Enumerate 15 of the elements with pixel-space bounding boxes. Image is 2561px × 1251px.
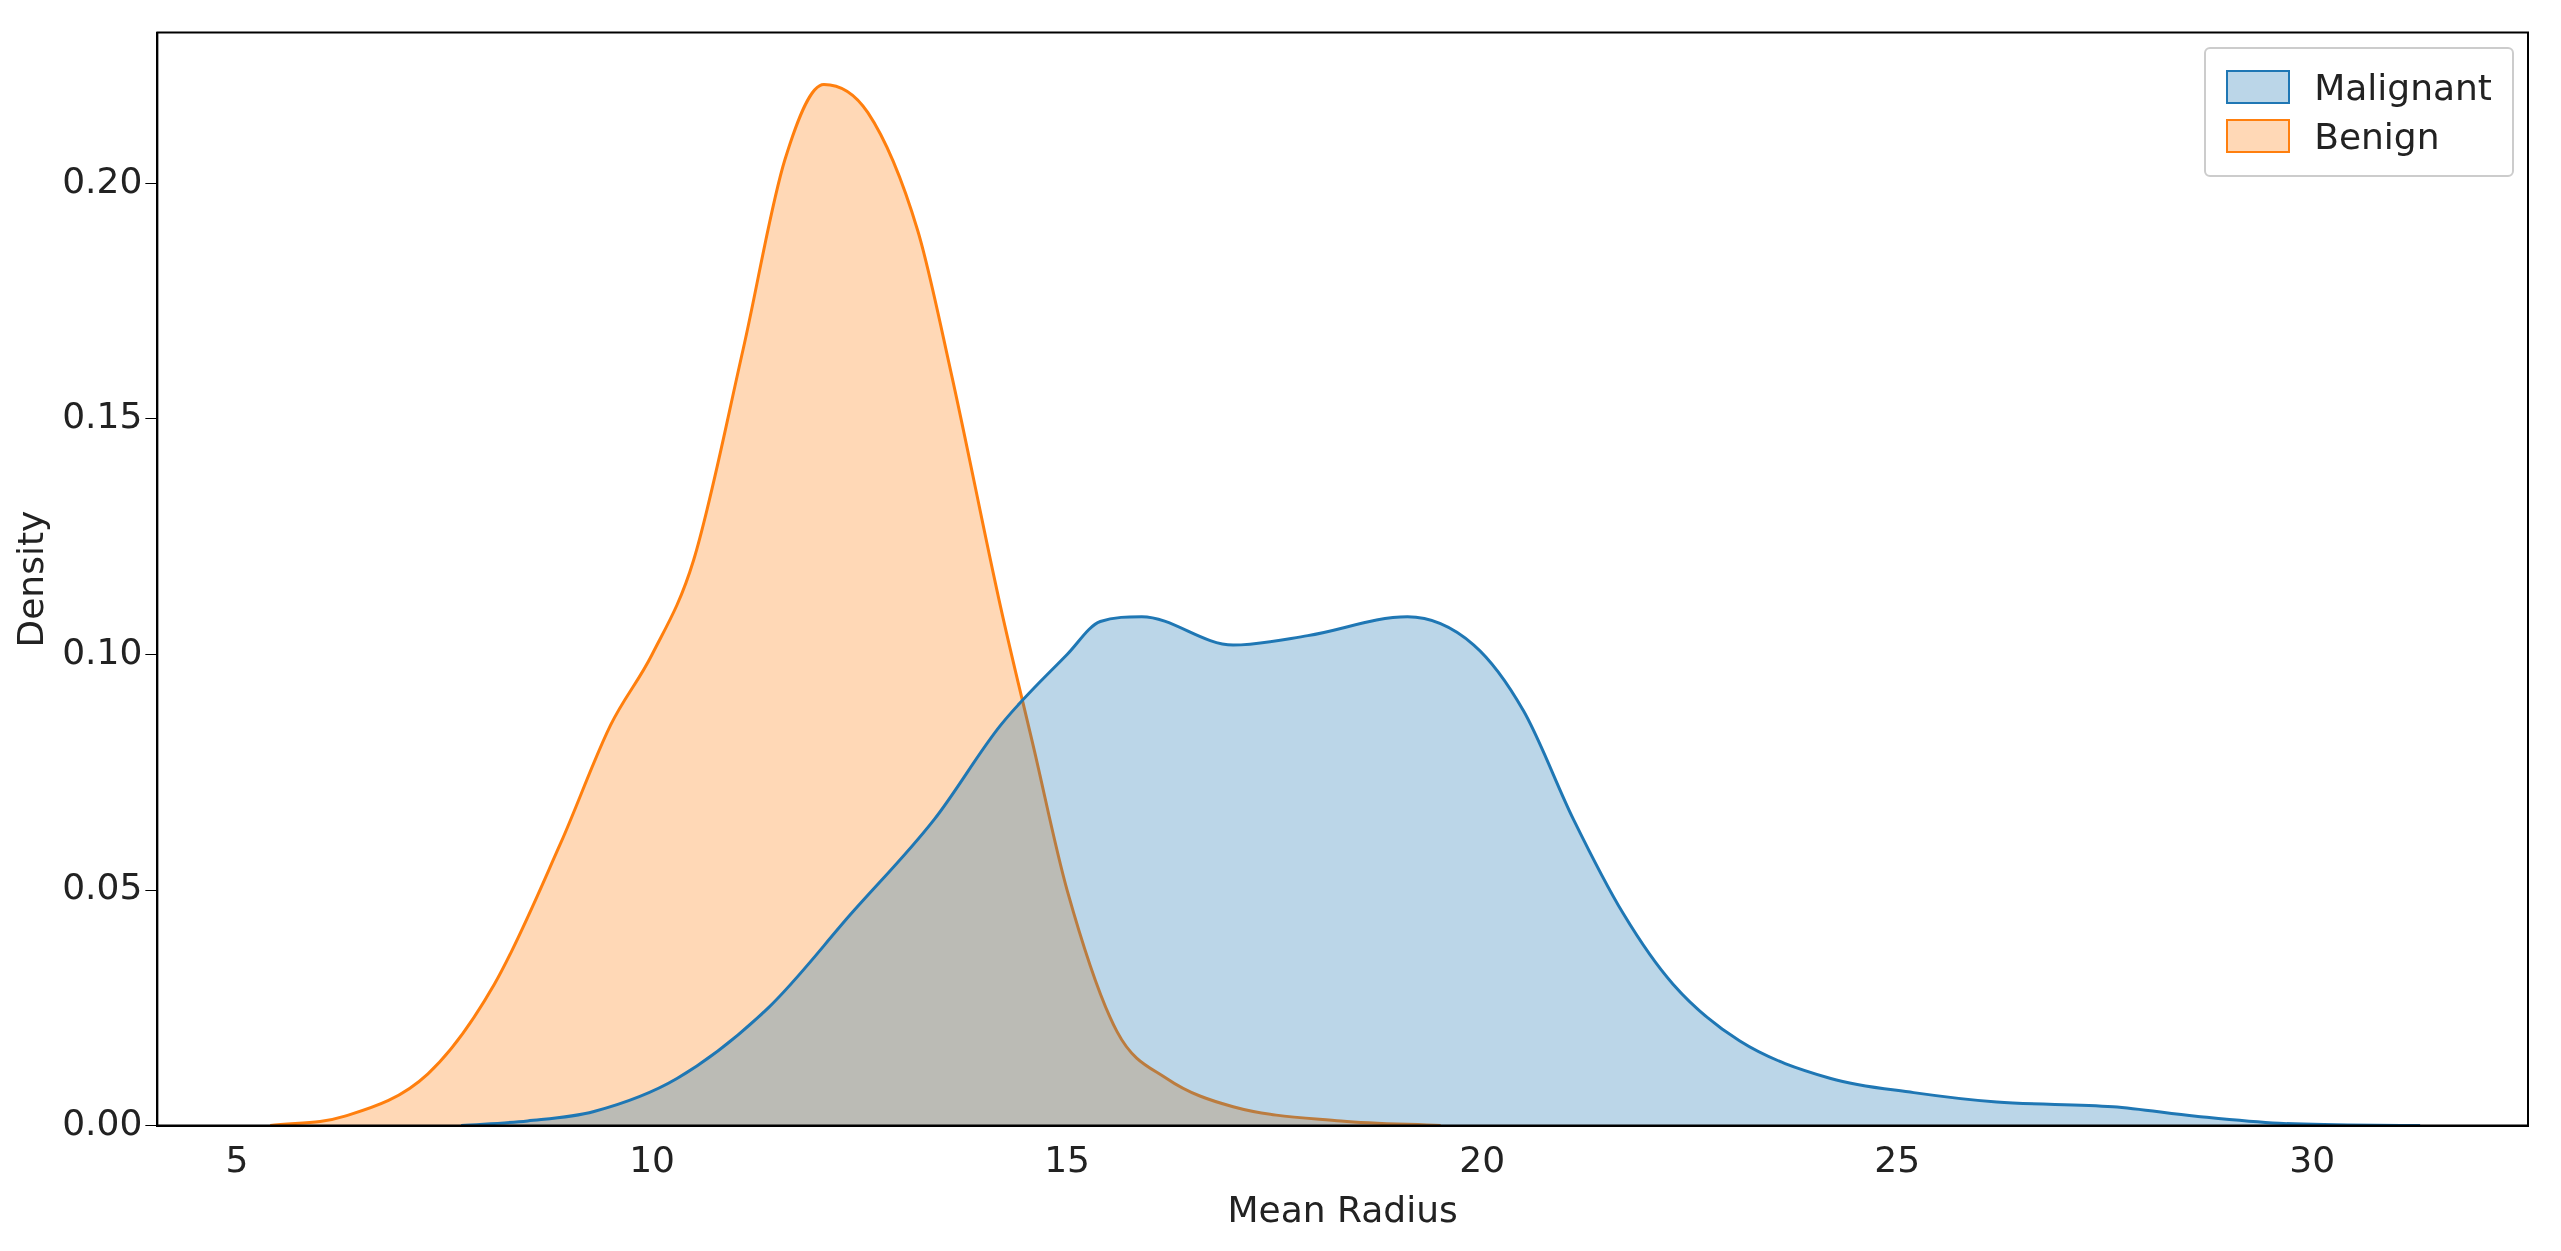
y-tick-label: 0.20 <box>62 159 143 201</box>
y-tick-label: 0.00 <box>62 1101 143 1143</box>
x-tick-label: 15 <box>1044 1138 1091 1180</box>
y-tick-label: 0.15 <box>62 395 143 437</box>
legend-label: Malignant <box>2314 66 2492 108</box>
x-tick-label: 20 <box>1459 1138 1506 1180</box>
x-tick-label: 30 <box>2289 1138 2336 1180</box>
y-tick-label: 0.10 <box>62 630 143 672</box>
x-axis-title: Mean Radius <box>1227 1188 1458 1230</box>
legend-label: Benign <box>2314 115 2440 157</box>
x-tick-label: 10 <box>629 1138 675 1180</box>
y-tick-label: 0.05 <box>62 866 143 908</box>
y-axis-title: Density <box>9 510 51 648</box>
x-tick-label: 25 <box>1874 1138 1921 1180</box>
x-tick-label: 5 <box>225 1138 249 1180</box>
